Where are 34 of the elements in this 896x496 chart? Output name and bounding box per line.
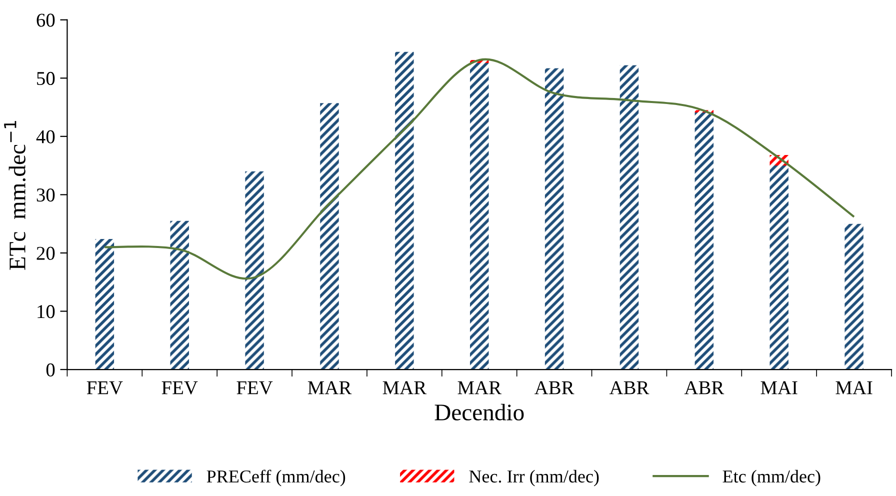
legend-label: Etc (mm/dec) — [722, 470, 820, 486]
y-tick-label: 30 — [36, 188, 55, 202]
x-axis-title: Decendio — [434, 404, 524, 420]
x-tick-label: ABR — [609, 381, 650, 394]
x-tick-label: ABR — [534, 381, 574, 394]
bar — [544, 68, 564, 370]
x-tick-label: ABR — [684, 381, 724, 394]
x-tick-label: MAR — [308, 381, 352, 394]
y-tick-label: 50 — [37, 72, 55, 86]
bar — [770, 166, 788, 370]
x-tick-label: FEV — [162, 381, 198, 394]
y-tick-label: 40 — [36, 130, 55, 144]
bar — [844, 224, 864, 370]
x-tick-label: FEV — [236, 381, 273, 394]
bar — [620, 65, 639, 370]
legend-label: PRECeff (mm/dec) — [206, 470, 346, 486]
y-tick-label: 10 — [38, 305, 55, 318]
bar — [245, 171, 264, 370]
bar — [320, 103, 339, 370]
bar — [95, 238, 114, 370]
y-tick-label: 0 — [46, 363, 55, 376]
x-tick-label: MAI — [760, 381, 798, 394]
x-tick-label: MAR — [382, 381, 427, 394]
x-tick-label: MAR — [458, 381, 502, 394]
bar — [694, 112, 714, 370]
legend-label: Nec. Irr (mm/dec) — [469, 470, 599, 486]
y-tick-label: 20 — [36, 246, 55, 260]
y-tick-label: 60 — [36, 14, 55, 27]
bar — [170, 220, 189, 370]
x-tick-label: FEV — [86, 381, 123, 394]
x-tick-label: MAI — [836, 381, 872, 394]
bar — [395, 52, 414, 370]
y-axis-title: ETc mm.dec$^{−1}$ — [4, 120, 26, 270]
bar — [470, 62, 489, 370]
